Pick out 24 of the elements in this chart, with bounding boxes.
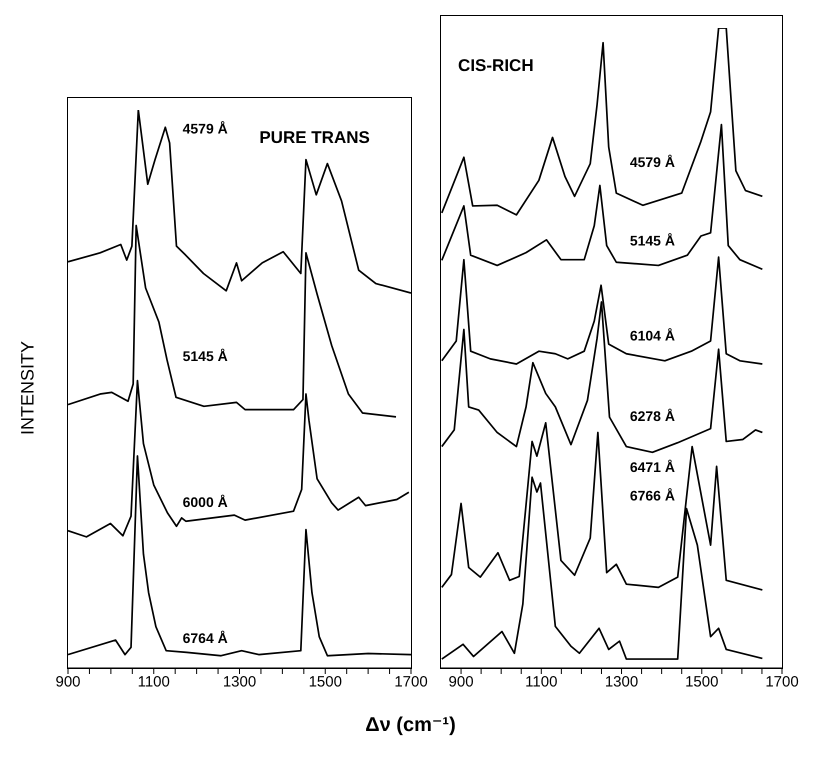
series-label: 6104 Å: [630, 327, 675, 344]
x-tick-label: 1100: [138, 674, 170, 691]
series-label: 6000 Å: [182, 494, 228, 510]
x-axis-title: Δν (cm⁻¹): [365, 714, 456, 736]
series-label: 5145 Å: [182, 348, 228, 364]
x-tick-label: 1500: [685, 674, 718, 691]
series-label: 4579 Å: [182, 120, 228, 136]
series-label: 4579 Å: [630, 154, 675, 170]
x-tick-label: 1100: [525, 674, 558, 691]
series-label: 6764 Å: [182, 630, 228, 646]
series-label: 5145 Å: [630, 232, 675, 249]
y-axis-title: INTENSITY: [18, 340, 38, 436]
series-label: 6278 Å: [630, 408, 675, 424]
series-label: 6766 Å: [630, 488, 675, 504]
x-tick-label: 1700: [394, 674, 428, 691]
x-tick-label: 1700: [765, 674, 799, 691]
x-tick-label: 900: [55, 674, 81, 691]
x-tick-label: 1500: [308, 674, 342, 691]
x-tick-label: 1300: [604, 674, 638, 691]
x-tick-label: 1300: [222, 674, 256, 691]
text: CIS-RICH: [458, 56, 534, 76]
text: PURE TRANS: [259, 128, 370, 148]
series-label: 6471 Å: [630, 459, 675, 476]
x-tick-label: 900: [448, 674, 474, 691]
